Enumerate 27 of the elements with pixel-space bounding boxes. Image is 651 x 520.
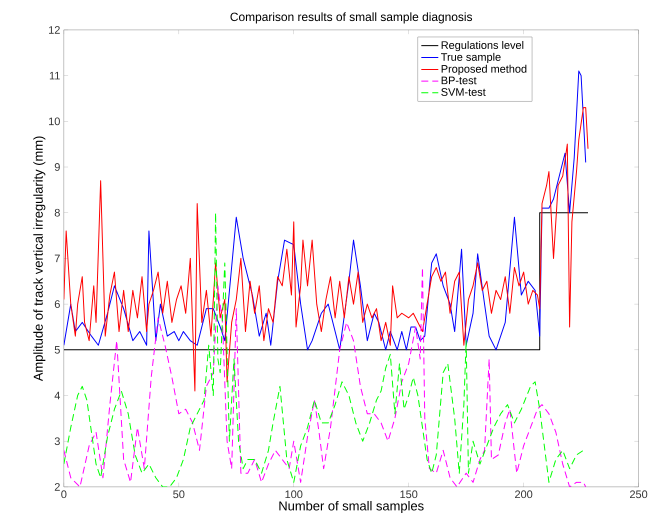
x-tick-label: 0 [61, 490, 66, 498]
y-tick-label: 12 [49, 26, 60, 34]
y-tick-label: 8 [54, 208, 60, 217]
y-tick-label: 4 [54, 392, 60, 400]
x-tick-label: 200 [515, 490, 532, 498]
legend-label: True sample [441, 52, 501, 64]
legend-label: Regulations level [442, 41, 524, 52]
y-tick-label: 7 [54, 254, 60, 262]
x-tick-label: 100 [285, 490, 302, 498]
x-tick-label: 250 [630, 490, 648, 498]
x-axis-title: Number of small samples [279, 501, 424, 514]
y-tick-label: 11 [50, 72, 60, 80]
chart-title: Comparison results of small sample diagnosis [230, 12, 472, 24]
y-tick-label: 2 [54, 483, 60, 491]
y-tick-label: 3 [54, 437, 60, 446]
line-series [64, 107, 588, 392]
legend-label: BP-test [442, 76, 477, 84]
x-tick-label: 150 [400, 490, 418, 498]
y-tick-label: 5 [54, 346, 60, 354]
legend-label: SVM-test [441, 88, 486, 96]
y-axis-title: Amplitude of track vertical irregularity (mm) [33, 136, 46, 382]
legend-label: Proposed method [442, 64, 526, 76]
y-tick-label: 9 [54, 163, 60, 171]
y-tick-label: 10 [49, 118, 60, 126]
x-tick-label: 50 [173, 490, 184, 498]
line-series [64, 267, 586, 487]
y-tick-label: 6 [54, 300, 60, 308]
